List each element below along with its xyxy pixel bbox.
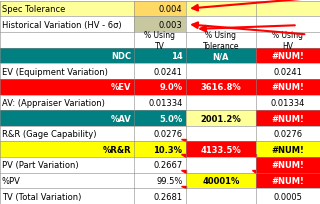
Text: #NUM!: #NUM! [272, 83, 304, 92]
Text: %R&R: %R&R [103, 145, 131, 154]
FancyBboxPatch shape [0, 95, 320, 111]
Text: 0.01334: 0.01334 [271, 98, 305, 107]
Text: 0.0005: 0.0005 [274, 192, 302, 201]
FancyBboxPatch shape [0, 126, 320, 142]
FancyBboxPatch shape [256, 111, 320, 126]
FancyBboxPatch shape [0, 80, 320, 95]
Text: 0.2681: 0.2681 [153, 192, 182, 201]
Text: 0.0241: 0.0241 [154, 67, 182, 76]
Text: % Using
HV: % Using HV [273, 31, 303, 50]
Text: % Using
TV: % Using TV [145, 31, 175, 50]
FancyBboxPatch shape [0, 111, 320, 126]
Text: 9.0%: 9.0% [159, 83, 182, 92]
Text: 99.5%: 99.5% [156, 176, 182, 185]
FancyBboxPatch shape [186, 173, 256, 188]
Text: #NUM!: #NUM! [272, 161, 304, 170]
FancyBboxPatch shape [0, 173, 320, 188]
Text: 0.2667: 0.2667 [153, 161, 182, 170]
Polygon shape [181, 186, 186, 188]
Text: Spec Tolerance: Spec Tolerance [2, 5, 65, 14]
FancyBboxPatch shape [134, 2, 186, 17]
FancyBboxPatch shape [0, 157, 320, 173]
Text: TV (Total Variation): TV (Total Variation) [2, 192, 81, 201]
Text: 3616.8%: 3616.8% [200, 83, 241, 92]
FancyBboxPatch shape [0, 142, 320, 157]
Text: 0.01334: 0.01334 [148, 98, 182, 107]
Polygon shape [181, 139, 186, 142]
Text: #NUM!: #NUM! [272, 114, 304, 123]
FancyBboxPatch shape [256, 49, 320, 64]
Text: % Using
Tolerance: % Using Tolerance [203, 31, 239, 50]
Text: NDC: NDC [111, 52, 131, 61]
Polygon shape [252, 170, 256, 173]
Text: %PV: %PV [2, 176, 20, 185]
Text: 2001.2%: 2001.2% [200, 114, 241, 123]
FancyBboxPatch shape [0, 17, 320, 33]
Text: 0.0276: 0.0276 [273, 130, 303, 139]
Text: N/A: N/A [212, 52, 229, 61]
FancyBboxPatch shape [0, 49, 320, 64]
Text: 0.0241: 0.0241 [274, 67, 302, 76]
Text: EV (Equipment Variation): EV (Equipment Variation) [2, 67, 108, 76]
Text: Historical Variation (HV - 6σ): Historical Variation (HV - 6σ) [2, 21, 121, 30]
FancyBboxPatch shape [186, 111, 256, 126]
FancyBboxPatch shape [0, 188, 320, 204]
FancyBboxPatch shape [186, 142, 256, 157]
Text: 4133.5%: 4133.5% [200, 145, 241, 154]
Text: PV (Part Variation): PV (Part Variation) [2, 161, 78, 170]
Text: %AV: %AV [110, 114, 131, 123]
Polygon shape [252, 155, 256, 157]
Text: #NUM!: #NUM! [272, 52, 304, 61]
Text: AV: (Appraiser Variation): AV: (Appraiser Variation) [2, 98, 104, 107]
Text: 0.003: 0.003 [159, 21, 182, 30]
FancyBboxPatch shape [256, 173, 320, 188]
Text: 0.0276: 0.0276 [153, 130, 182, 139]
Text: 14: 14 [171, 52, 182, 61]
FancyBboxPatch shape [0, 2, 320, 17]
Polygon shape [181, 155, 186, 157]
FancyBboxPatch shape [256, 157, 320, 173]
Text: #NUM!: #NUM! [272, 145, 304, 154]
Text: 0.004: 0.004 [159, 5, 182, 14]
Text: %EV: %EV [111, 83, 131, 92]
Polygon shape [181, 170, 186, 173]
FancyBboxPatch shape [134, 17, 186, 33]
Text: R&R (Gage Capability): R&R (Gage Capability) [2, 130, 96, 139]
FancyBboxPatch shape [0, 33, 320, 49]
Text: 40001%: 40001% [202, 176, 239, 185]
FancyBboxPatch shape [0, 64, 320, 80]
Text: #NUM!: #NUM! [272, 176, 304, 185]
Text: 10.3%: 10.3% [153, 145, 182, 154]
Text: 5.0%: 5.0% [159, 114, 182, 123]
